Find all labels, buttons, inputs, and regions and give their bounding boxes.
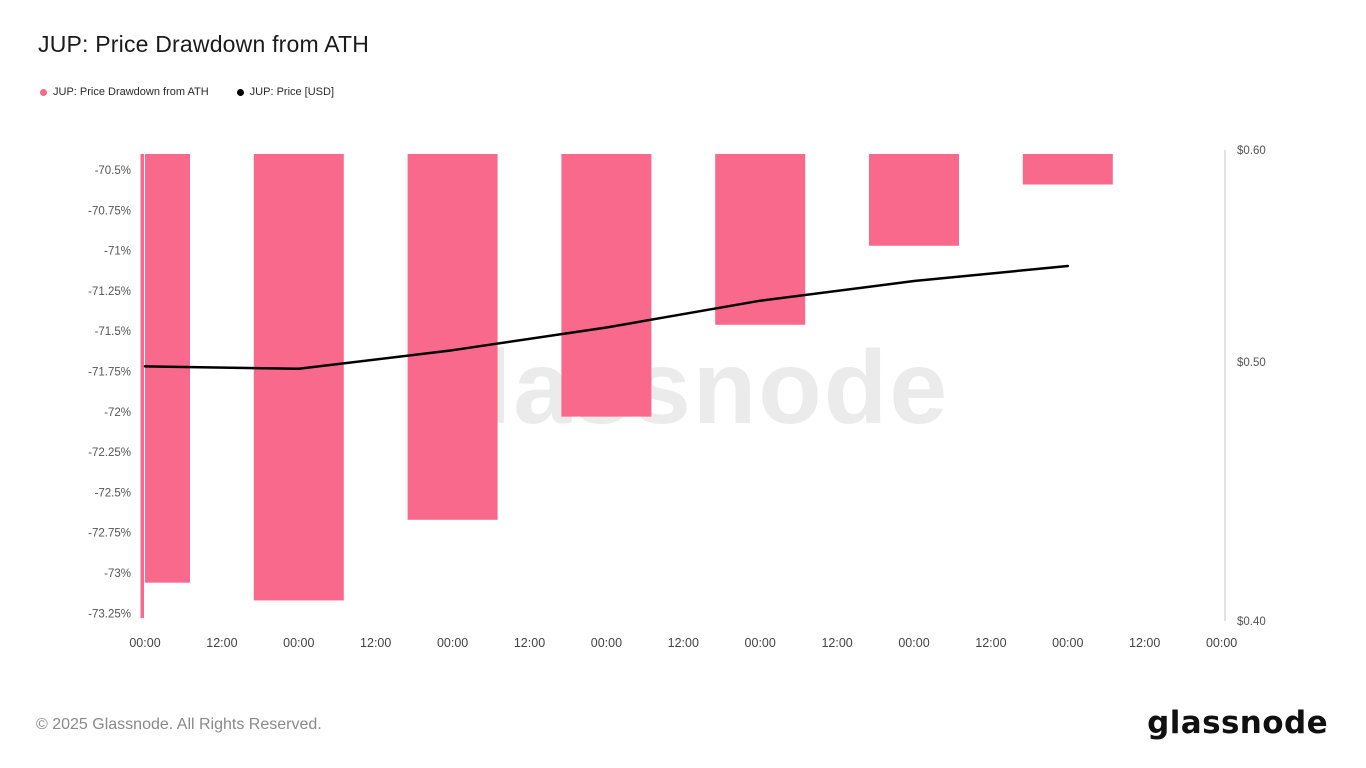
left-axis-tick-label: -73% bbox=[104, 568, 131, 580]
left-axis-tick-label: -72.25% bbox=[88, 447, 131, 459]
drawdown-bar[interactable] bbox=[561, 154, 652, 417]
x-axis-tick-label: 12:00 bbox=[975, 636, 1006, 650]
watermark-text: glassnode bbox=[417, 330, 949, 446]
price-line[interactable] bbox=[143, 264, 1070, 371]
left-axis-tick-label: -72.5% bbox=[95, 487, 131, 499]
legend-dot-price-icon bbox=[236, 88, 244, 96]
left-axis-tick-label: -72% bbox=[104, 407, 131, 419]
drawdown-bar[interactable] bbox=[407, 154, 498, 520]
left-axis-tick-label: -73.25% bbox=[88, 608, 131, 620]
right-axis-tick-label: $0.40 bbox=[1237, 616, 1266, 628]
drawdown-bar[interactable] bbox=[1022, 154, 1113, 185]
legend-item-price[interactable]: JUP: Price [USD] bbox=[236, 86, 335, 98]
x-axis-tick-label: 12:00 bbox=[360, 636, 391, 650]
x-axis-tick-label: 12:00 bbox=[206, 636, 237, 650]
left-axis-tick-label: -72.75% bbox=[88, 528, 131, 540]
x-axis-tick-label: 00:00 bbox=[745, 636, 776, 650]
drawdown-bar[interactable] bbox=[869, 154, 959, 246]
legend-label-drawdown: JUP: Price Drawdown from ATH bbox=[53, 86, 209, 98]
drawdown-bar[interactable] bbox=[253, 154, 344, 601]
left-axis-tick-label: -70.75% bbox=[88, 205, 131, 217]
drawdown-bar[interactable] bbox=[145, 154, 190, 583]
left-axis-tick-label: -71.25% bbox=[88, 286, 131, 298]
x-axis-tick-label: 00:00 bbox=[437, 636, 468, 650]
drawdown-bar[interactable] bbox=[715, 154, 806, 325]
glassnode-logo: glassnode bbox=[1147, 705, 1328, 741]
drawdown-bar-partial[interactable] bbox=[140, 154, 145, 619]
legend-dot-drawdown-icon bbox=[40, 88, 47, 96]
x-axis-tick-label: 12:00 bbox=[668, 636, 699, 650]
page-title: JUP: Price Drawdown from ATH bbox=[38, 31, 370, 57]
legend-item-drawdown[interactable]: JUP: Price Drawdown from ATH bbox=[40, 86, 209, 98]
x-axis-tick-label: 12:00 bbox=[514, 636, 545, 650]
x-axis-tick-label: 00:00 bbox=[129, 636, 160, 650]
legend-label-price: JUP: Price [USD] bbox=[249, 86, 335, 98]
left-axis-tick-label: -71.75% bbox=[88, 367, 131, 379]
x-axis-tick-label: 12:00 bbox=[821, 636, 852, 650]
right-axis-tick-label: $0.50 bbox=[1237, 357, 1266, 369]
copyright-text: © 2025 Glassnode. All Rights Reserved. bbox=[36, 716, 322, 733]
left-axis-tick-label: -71% bbox=[104, 246, 131, 258]
x-axis-tick-label: 00:00 bbox=[591, 636, 622, 650]
chart-legend: JUP: Price Drawdown from ATH JUP: Price … bbox=[40, 86, 334, 98]
left-axis-tick-label: -71.5% bbox=[95, 326, 131, 338]
x-axis-tick-label: 00:00 bbox=[1206, 636, 1237, 650]
x-axis-tick-label: 00:00 bbox=[898, 636, 929, 650]
left-axis-tick-label: -70.5% bbox=[95, 165, 131, 177]
x-axis-tick-label: 12:00 bbox=[1129, 636, 1160, 650]
x-axis-tick-label: 00:00 bbox=[283, 636, 314, 650]
right-axis-tick-label: $0.60 bbox=[1237, 145, 1266, 157]
x-axis-tick-label: 00:00 bbox=[1052, 636, 1083, 650]
